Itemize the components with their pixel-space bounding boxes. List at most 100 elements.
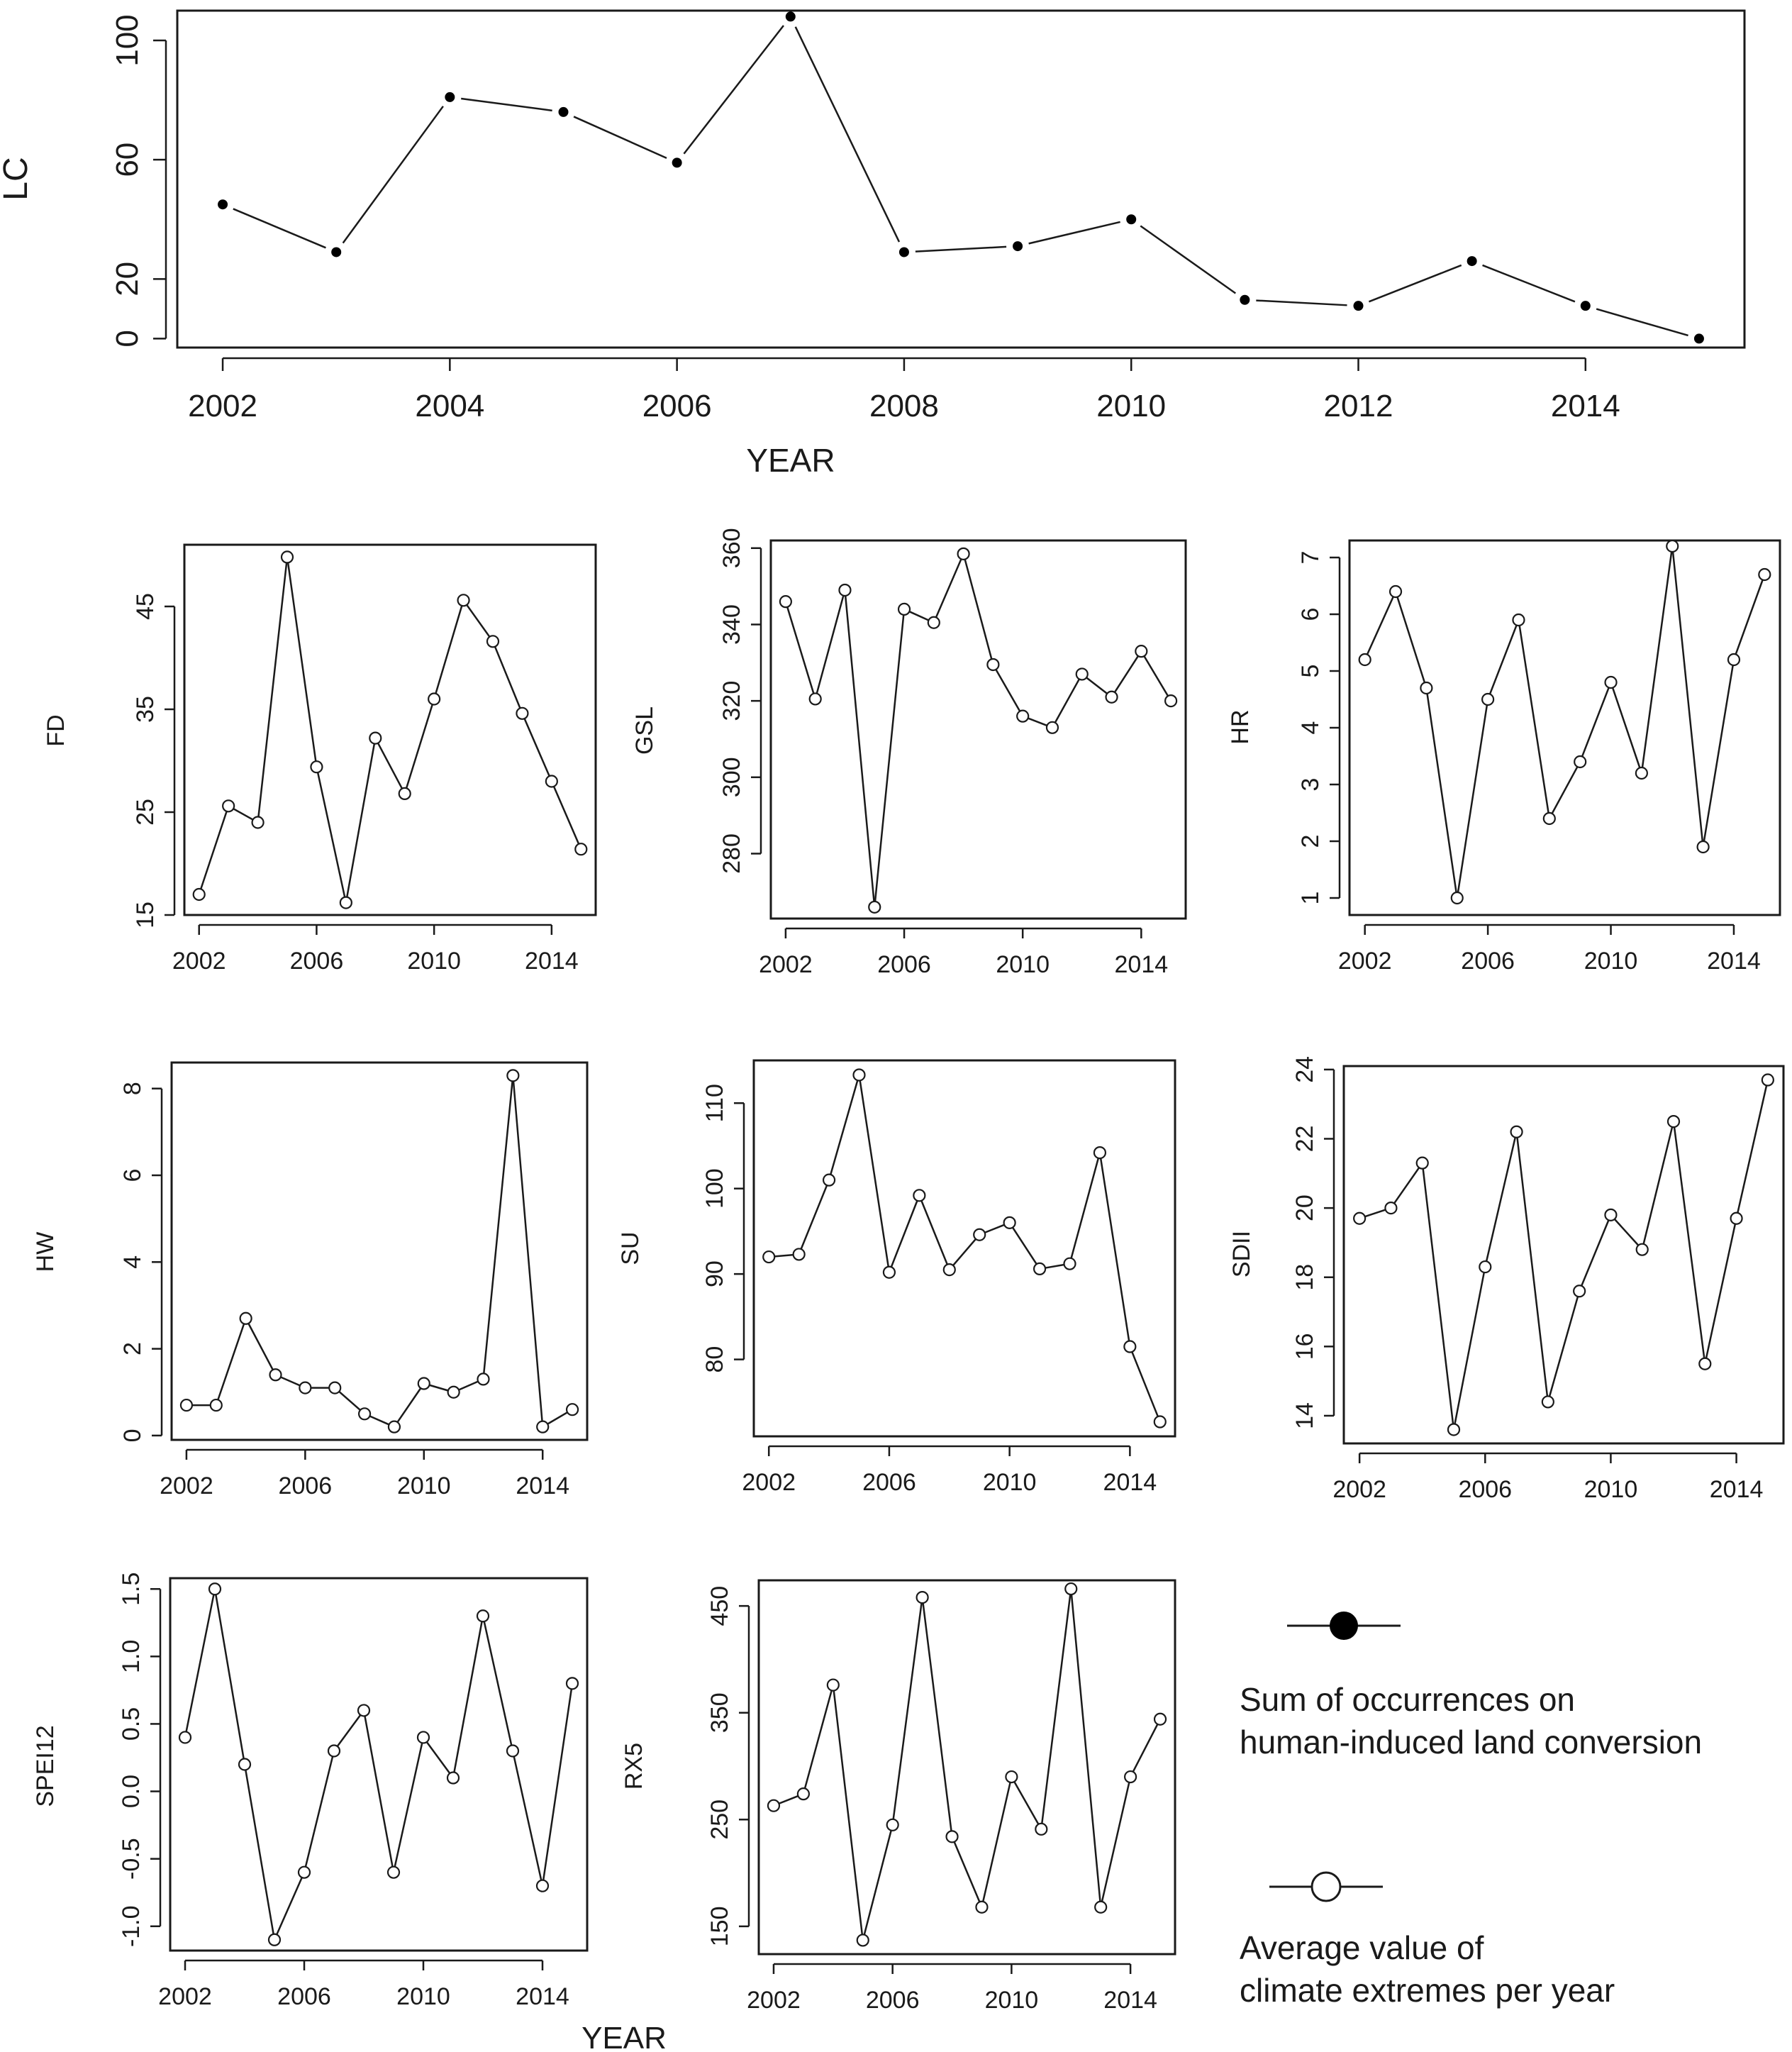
su-segment [859,1080,889,1268]
hr-x-tick-label: 2002 [1338,948,1392,975]
chart-hw: 2002 2006 2010 2014 0 2 4 6 8 HW [32,1061,589,1499]
fd-y-tick-label: 25 [132,799,159,826]
fd-y-tick-label: 35 [132,696,159,723]
su-segment [920,1200,948,1265]
sdii-x-tick-label: 2010 [1584,1476,1638,1503]
gsl-segment [874,614,905,902]
gsl-x-tick-label: 2010 [996,951,1050,978]
fd-plot-frame [183,543,597,916]
su-segment [890,1200,918,1268]
sdii-data-point [1573,1285,1586,1298]
spei12-y-tick-label: 0.0 [118,1775,145,1808]
sdii-y-tick-label: 22 [1291,1126,1318,1153]
fd-data-point [251,816,265,829]
hr-data-point [1450,891,1464,905]
spei12-segment [425,1741,451,1774]
legend-open-label-1: Average value of [1240,1929,1484,1966]
rx5-data-point [1153,1712,1167,1726]
sdii-plot-frame [1342,1065,1785,1445]
lc-segment [915,245,1007,253]
legend-filled-label-2: human-induced land conversion [1240,1724,1702,1760]
rx5-x-tick-label: 2014 [1103,1987,1157,2014]
rx5-segment [1132,1724,1159,1773]
su-data-point [1093,1146,1107,1160]
gsl-data-point [1135,645,1148,658]
lc-segment [1140,225,1237,294]
sdii-segment [1613,1218,1640,1246]
fd-data-point [192,887,206,902]
hw-y-tick-label: 8 [119,1082,146,1095]
rx5-segment [953,1841,981,1902]
fd-segment [346,743,376,897]
spei12-data-point [357,1704,371,1717]
rx5-data-point [856,1934,869,1947]
lc-y-label: LC [0,157,35,200]
lc-segment [1028,221,1120,245]
hr-data-point [1727,653,1741,667]
hr-y-tick-label: 6 [1297,608,1324,621]
gsl-y-tick-label: 320 [718,681,745,721]
hw-data-point [387,1420,401,1433]
fd-data-point [428,692,441,706]
rx5-data-point [767,1799,781,1812]
hr-segment [1611,687,1641,768]
lc-data-point [445,91,455,102]
su-y-tick-label: 90 [701,1260,728,1287]
hw-data-point [357,1407,372,1421]
fd-data-point [486,635,500,648]
sdii-data-point [1384,1202,1398,1215]
fd-data-point [516,706,529,720]
hr-y-tick-label: 7 [1297,551,1324,565]
hr-data-point [1574,755,1587,769]
rx5-segment [922,1602,952,1831]
sdii-data-point [1604,1208,1618,1221]
chart-spei12: 2002 2006 2010 2014 -1.0 -0.5 0.0 0.5 1.0 1.5 SPEI… [32,1573,667,2052]
sdii-segment [1673,1126,1705,1358]
lc-x-tick-label: 2014 [1551,389,1620,423]
spei12-data-point [178,1731,192,1744]
spei12-segment [364,1716,394,1868]
lc-data-point [898,247,909,257]
rx5-segment [863,1830,892,1935]
hw-segment [396,1387,422,1423]
sdii-segment [1705,1224,1737,1359]
gsl-segment [1086,677,1108,694]
sdii-data-point [1415,1156,1429,1170]
su-data-point [1063,1257,1076,1270]
hw-segment [512,1081,543,1421]
gsl-data-point [1105,690,1118,704]
chart-lc: 2002 2004 2006 2008 2010 2012 2014 0 20 60 100 LC YE… [0,9,1746,479]
sdii-segment [1581,1219,1610,1287]
lc-data-point [1693,333,1704,344]
hw-data-point [209,1398,223,1412]
sdii-x-tick-label: 2006 [1458,1476,1512,1503]
spei12-segment [245,1770,274,1935]
spei12-data-point [416,1731,430,1744]
su-segment [1045,1263,1064,1269]
gsl-segment [844,595,875,902]
chart-hr: 2002 2006 2010 2014 1 2 3 4 5 6 7 HR [1227,539,1781,975]
gsl-data-point [927,616,940,629]
su-data-point [822,1173,836,1187]
rx5-segment [1101,1782,1130,1902]
fd-data-point [545,775,558,788]
lc-segment [1596,308,1688,337]
hw-data-point [239,1311,252,1325]
spei12-segment [336,1714,362,1747]
spei12-y-tick-label: 1.5 [118,1573,145,1606]
lc-data-point [672,157,682,168]
fd-y-label: FD [43,714,69,746]
gsl-segment [1054,678,1080,723]
hr-data-point [1481,692,1495,706]
gsl-data-point [1075,667,1089,681]
hw-y-tick-label: 0 [119,1429,146,1442]
spei12-segment [394,1742,423,1868]
gsl-data-point [1016,709,1030,723]
spei12-data-point [297,1865,311,1879]
lc-data-point [1580,301,1591,311]
su-y-tick-label: 110 [701,1084,728,1122]
hr-data-point [1758,567,1771,582]
hw-x-tick-label: 2006 [279,1473,333,1499]
hw-x-tick-label: 2002 [160,1473,213,1499]
